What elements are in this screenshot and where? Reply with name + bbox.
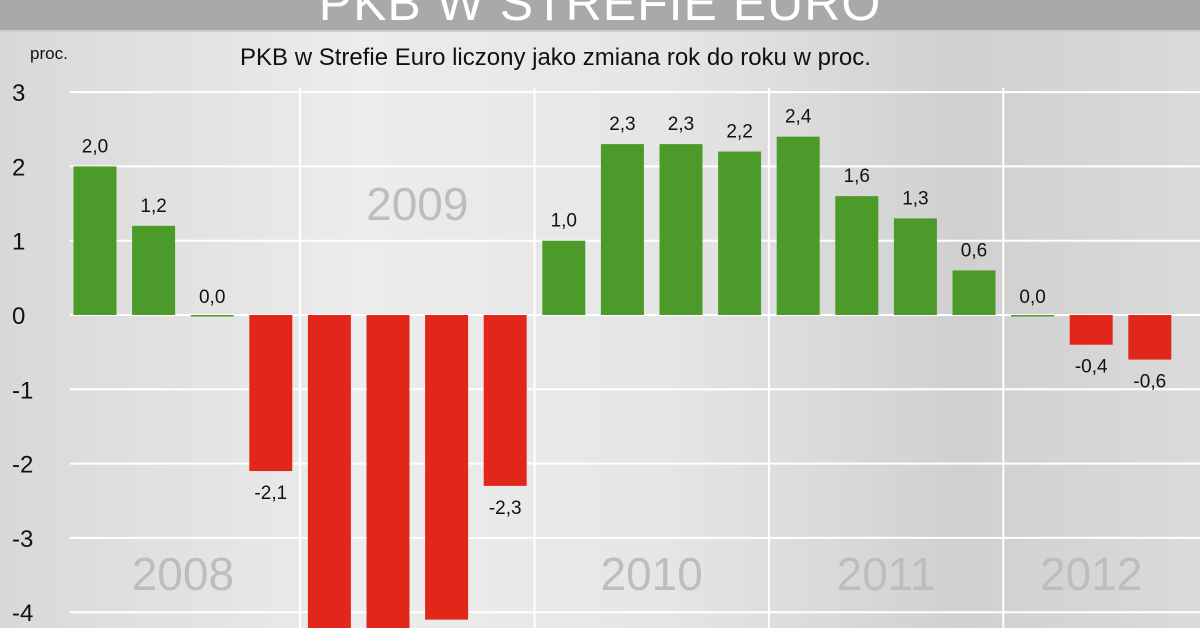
year-label: 2009 [366,178,468,230]
year-label: 2008 [132,548,234,600]
plot-area: 3 2 1 0 -1 -2 -3 -4 2008 2009 2010 2011 2012 2,0 1,2 0,… [12,80,1200,628]
bar [600,144,644,315]
bar [835,196,879,315]
y-tick-label: -1 [12,377,33,404]
bar [307,315,351,628]
data-label: 1,3 [902,188,928,209]
title-bar: PKB W STREFIE EURO [0,0,1200,32]
bar [190,315,234,317]
bar [1069,315,1113,345]
y-tick-label: -3 [12,526,33,553]
data-label: -2,1 [254,483,287,504]
data-label: -0,6 [1133,372,1166,393]
y-tick-label: 2 [12,154,25,181]
data-label: 2,2 [726,122,752,143]
bar [542,240,586,315]
data-label: -0,4 [1075,357,1108,378]
bar [718,151,762,315]
chart-title: PKB W STREFIE EURO [318,0,882,31]
year-label: 2011 [837,548,936,600]
data-label: 2,0 [82,136,108,157]
data-label: 1,2 [140,196,166,217]
bar [893,218,937,315]
y-tick-label: 0 [12,303,25,330]
y-tick-label: -2 [12,452,33,479]
data-label: -2,3 [489,498,522,519]
bar [132,225,176,315]
data-label: 0,0 [199,287,225,308]
data-label: 1,0 [551,211,577,232]
y-axis-unit: proc. [30,44,68,63]
bar [952,270,996,315]
bar [483,315,527,486]
y-tick-label: -4 [12,600,33,627]
bar [366,315,410,628]
year-label: 2010 [601,548,703,600]
data-label: 2,4 [785,107,812,128]
year-label: 2012 [1040,548,1142,600]
bar [659,144,703,315]
data-label: 0,0 [1019,287,1045,308]
bar [249,315,293,472]
bar [776,136,820,315]
data-label: 1,6 [844,166,870,187]
data-label: 2,3 [668,114,694,135]
bar [1128,315,1172,360]
bar [73,166,117,315]
data-label: 2,3 [609,114,635,135]
bar [1011,315,1055,317]
chart-subtitle: PKB w Strefie Euro liczony jako zmiana r… [240,44,871,71]
y-tick-label: 3 [12,80,25,107]
bar [425,315,469,620]
data-label: 0,6 [961,240,987,261]
y-tick-label: 1 [12,229,25,256]
